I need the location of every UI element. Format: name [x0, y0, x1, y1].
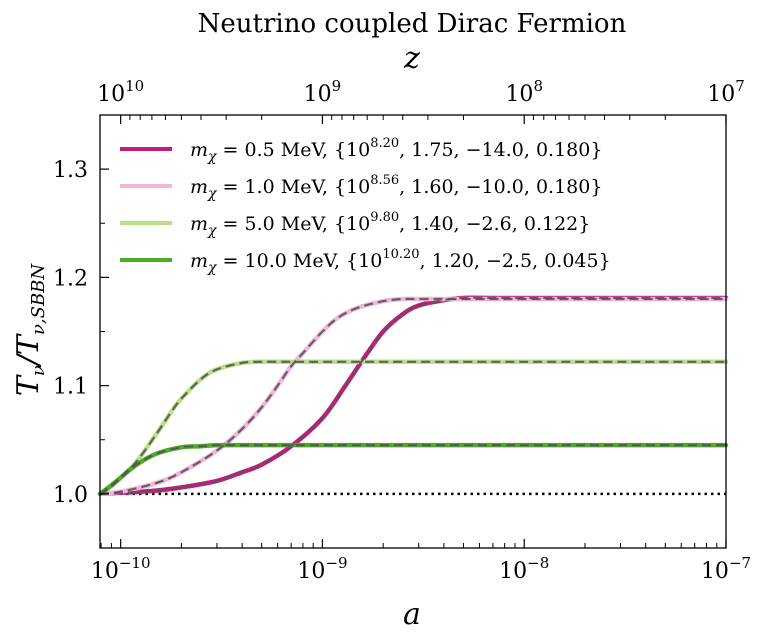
y-tick-label: 1.1 — [53, 375, 88, 400]
x-axis-label: a — [403, 597, 421, 632]
y-tick-label: 1.0 — [53, 483, 88, 508]
legend-label-0: mχ = 0.5 MeV, {108.20, 1.75, −14.0, 0.18… — [190, 136, 602, 165]
x-tick-label: 10−8 — [499, 554, 549, 584]
y-tick-label: 1.3 — [53, 158, 88, 183]
y-tick-label: 1.2 — [53, 266, 88, 291]
z-tick-label: 107 — [707, 77, 745, 107]
x-tick-label: 10−9 — [297, 554, 347, 584]
z-tick-label: 1010 — [97, 77, 144, 107]
fit-line-1 — [99, 297, 726, 495]
legend: mχ = 0.5 MeV, {108.20, 1.75, −14.0, 0.18… — [120, 136, 611, 276]
z-tick-label: 109 — [304, 77, 342, 107]
x-tick-label: 10−10 — [91, 554, 151, 584]
legend-label-1: mχ = 1.0 MeV, {108.56, 1.60, −10.0, 0.18… — [190, 173, 602, 202]
fit-line-3 — [99, 443, 726, 495]
legend-label-3: mχ = 10.0 MeV, {1010.20, 1.20, −2.5, 0.0… — [190, 247, 611, 276]
chart-title: Neutrino coupled Dirac Fermion — [198, 9, 627, 39]
y-axis-label: Tν/Tν,SBBN — [11, 263, 49, 397]
fit-line-0 — [99, 296, 726, 495]
fit-line-2 — [99, 360, 726, 495]
top-axis-label: z — [403, 41, 420, 76]
svg-text:Tν/Tν,SBBN: Tν/Tν,SBBN — [11, 263, 49, 397]
legend-label-2: mχ = 5.0 MeV, {109.80, 1.40, −2.6, 0.122… — [190, 210, 590, 239]
x-tick-label: 10−7 — [701, 554, 751, 584]
z-tick-label: 108 — [505, 77, 543, 107]
